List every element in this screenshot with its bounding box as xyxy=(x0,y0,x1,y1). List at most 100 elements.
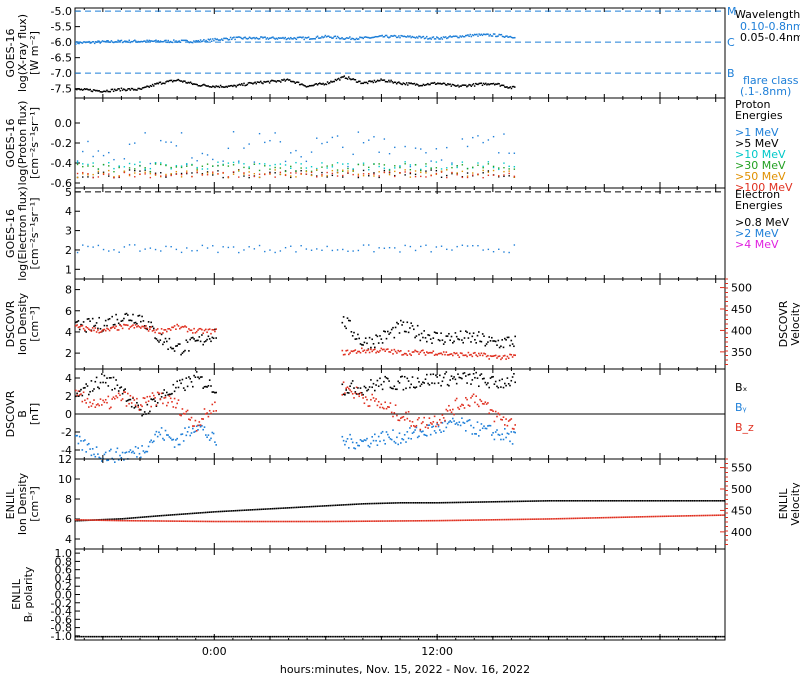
data-point xyxy=(261,82,263,84)
data-point xyxy=(123,171,126,174)
data-point xyxy=(414,635,417,638)
data-point xyxy=(333,635,335,638)
data-point xyxy=(388,380,390,382)
data-point xyxy=(134,169,136,172)
data-point xyxy=(583,500,586,502)
data-point xyxy=(116,329,119,331)
data-point xyxy=(150,85,153,88)
data-point xyxy=(398,502,400,504)
y-tick-label: -0.4 xyxy=(51,157,72,170)
data-point xyxy=(108,151,110,154)
data-point xyxy=(140,327,142,329)
data-point xyxy=(477,162,479,164)
data-point xyxy=(552,500,554,502)
data-point xyxy=(191,164,193,166)
data-point xyxy=(582,500,584,502)
data-point xyxy=(119,394,121,397)
data-point xyxy=(316,167,318,170)
data-point xyxy=(426,340,428,343)
data-point xyxy=(587,635,590,638)
data-point xyxy=(117,39,119,42)
legend-title: Energies xyxy=(735,199,783,212)
data-point xyxy=(485,501,488,503)
data-point xyxy=(486,84,488,86)
data-point xyxy=(372,635,374,638)
data-point xyxy=(199,340,202,343)
data-point xyxy=(704,500,707,502)
data-point xyxy=(466,145,469,148)
data-point xyxy=(453,420,455,422)
data-point xyxy=(353,78,356,81)
data-point xyxy=(487,170,490,172)
data-point xyxy=(202,40,204,42)
data-point xyxy=(506,432,509,435)
data-point xyxy=(169,79,172,82)
data-point xyxy=(440,431,442,433)
data-point xyxy=(177,513,179,516)
data-point xyxy=(517,500,519,503)
data-point xyxy=(180,326,182,329)
data-point xyxy=(93,325,95,328)
data-point xyxy=(136,325,138,328)
data-point xyxy=(378,247,380,249)
data-point xyxy=(403,502,406,504)
data-point xyxy=(322,520,324,523)
data-point xyxy=(232,171,235,173)
data-point xyxy=(76,161,79,164)
data-point xyxy=(203,635,205,638)
data-point xyxy=(380,383,383,386)
data-point xyxy=(364,81,367,84)
data-point xyxy=(190,512,192,515)
data-point xyxy=(175,248,178,251)
data-point xyxy=(248,246,250,248)
data-point xyxy=(561,517,564,520)
data-point xyxy=(384,401,386,404)
data-point xyxy=(431,635,434,638)
data-point xyxy=(199,425,202,428)
data-point xyxy=(141,414,143,417)
data-point xyxy=(340,520,343,523)
data-point xyxy=(176,402,178,405)
data-point xyxy=(276,80,279,82)
data-point xyxy=(257,635,259,638)
data-point xyxy=(518,518,521,521)
data-point xyxy=(373,163,375,165)
data-point xyxy=(326,167,328,169)
data-point xyxy=(167,348,169,351)
data-point xyxy=(271,36,273,39)
data-point xyxy=(385,377,388,379)
data-point xyxy=(266,520,268,523)
data-point xyxy=(179,520,181,522)
data-point xyxy=(295,176,297,178)
data-point xyxy=(294,82,297,84)
data-point xyxy=(496,344,498,346)
data-point xyxy=(416,635,419,638)
data-point xyxy=(203,520,205,523)
data-point xyxy=(130,40,133,43)
data-point xyxy=(336,520,339,523)
data-point xyxy=(171,392,173,395)
data-point xyxy=(123,459,125,461)
data-point xyxy=(554,635,556,638)
data-point xyxy=(243,175,245,177)
data-point xyxy=(509,344,511,347)
data-point xyxy=(358,395,360,398)
data-point xyxy=(296,36,299,39)
data-point xyxy=(206,386,208,388)
data-point xyxy=(498,168,500,171)
data-point xyxy=(283,37,285,40)
data-point xyxy=(248,166,250,168)
data-point xyxy=(101,373,103,375)
data-point xyxy=(600,516,603,519)
data-point xyxy=(205,635,207,638)
data-point xyxy=(569,500,571,502)
data-point xyxy=(654,515,657,518)
y2-axis-label: Velocity xyxy=(789,482,800,526)
data-point xyxy=(123,389,125,392)
data-point xyxy=(520,500,523,503)
data-point xyxy=(206,85,208,87)
data-point xyxy=(82,41,85,43)
data-point xyxy=(201,172,204,175)
data-point xyxy=(190,635,192,638)
data-point xyxy=(356,81,359,83)
